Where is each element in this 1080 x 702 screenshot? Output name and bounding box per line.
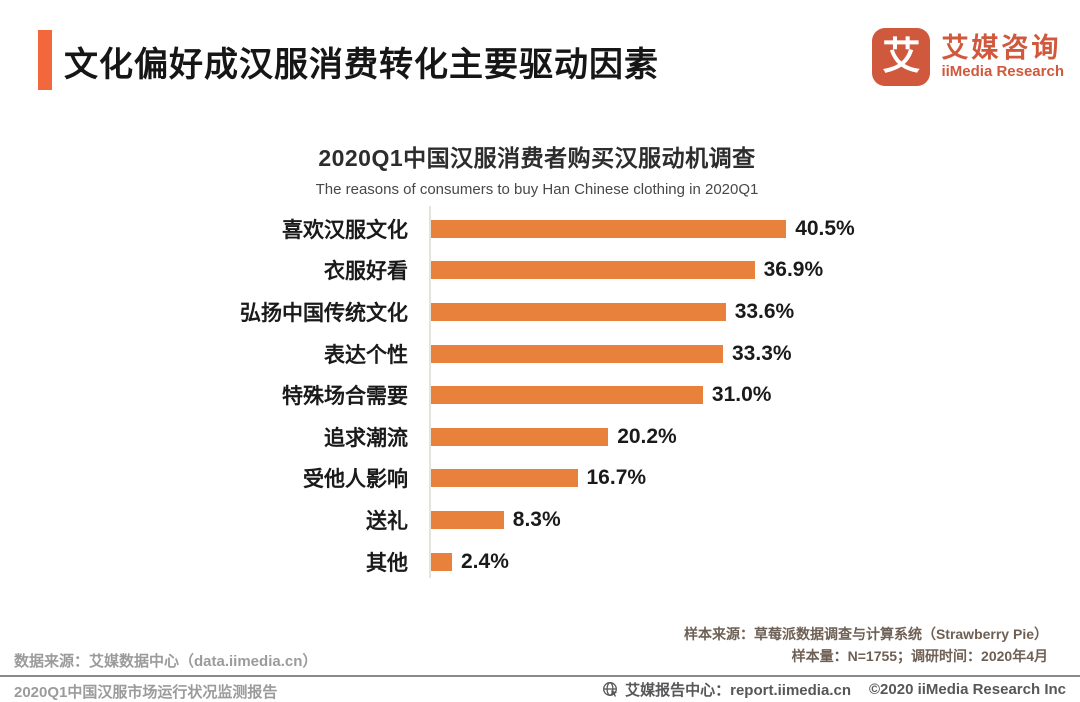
footer-report-title: 2020Q1中国汉服市场运行状况监测报告 xyxy=(14,684,278,701)
chart-row: 特殊场合需要 31.0% xyxy=(0,374,1080,416)
category-label: 追求潮流 xyxy=(324,426,408,450)
sample-notes: 样本来源：草莓派数据调查与计算系统（Strawberry Pie） 样本量：N=… xyxy=(684,623,1048,667)
bar xyxy=(431,469,578,488)
category-label: 受他人影响 xyxy=(303,468,408,492)
logo-name-cn: 艾媒咨询 xyxy=(941,33,1062,63)
footer-report-center: 艾媒报告中心：report.iimedia.cn xyxy=(625,682,851,699)
bar xyxy=(431,552,452,571)
iimedia-logo: 艾 艾媒咨询 iiMedia Research xyxy=(872,28,1064,86)
bar xyxy=(431,302,726,321)
page-title: 文化偏好成汉服消费转化主要驱动因素 xyxy=(64,46,659,84)
footer-info: 艾媒报告中心：report.iimedia.cn ©2020 iiMedia R… xyxy=(602,679,1066,700)
logo-name-en: iiMedia Research xyxy=(941,63,1064,80)
category-label: 弘扬中国传统文化 xyxy=(240,301,408,325)
y-axis-line xyxy=(429,206,431,578)
bar-chart: 喜欢汉服文化 40.5% 衣服好看 36.9% 弘扬中国传统文化 33.6% 表达个性 33.… xyxy=(0,208,1080,582)
iimedia-logo-icon: 艾 xyxy=(872,28,931,86)
sample-source-note: 样本来源：草莓派数据调查与计算系统（Strawberry Pie） xyxy=(683,626,1048,642)
bar xyxy=(431,261,755,280)
chart-row: 衣服好看 36.9% xyxy=(0,250,1080,292)
category-label: 送礼 xyxy=(366,509,408,533)
sample-size-note: 样本量：N=1755；调研时间：2020年4月 xyxy=(791,648,1048,664)
chart-subtitle: The reasons of consumers to buy Han Chin… xyxy=(315,181,759,198)
data-source-note: 数据来源：艾媒数据中心（data.iimedia.cn） xyxy=(14,653,318,670)
globe-icon xyxy=(602,681,619,698)
bar xyxy=(431,344,723,363)
value-label: 36.9% xyxy=(763,258,824,282)
value-label: 40.5% xyxy=(795,216,855,240)
category-label: 喜欢汉服文化 xyxy=(282,218,408,242)
iimedia-logo-text: 艾媒咨询 iiMedia Research xyxy=(941,33,1064,81)
chart-row: 弘扬中国传统文化 33.6% xyxy=(0,291,1080,333)
chart-title: 2020Q1中国汉服消费者购买汉服动机调查 xyxy=(318,145,756,171)
category-label: 衣服好看 xyxy=(324,260,408,284)
value-label: 2.4% xyxy=(461,549,509,573)
value-label: 8.3% xyxy=(512,507,561,531)
value-label: 20.2% xyxy=(617,424,677,448)
chart-row: 表达个性 33.3% xyxy=(0,333,1080,375)
category-label: 表达个性 xyxy=(324,343,408,367)
bar xyxy=(431,510,504,529)
footer-divider xyxy=(0,675,1080,677)
category-label: 特殊场合需要 xyxy=(282,385,408,409)
chart-row: 追求潮流 20.2% xyxy=(0,416,1080,458)
title-accent-bar xyxy=(38,30,52,90)
bar xyxy=(431,219,787,238)
chart-row: 其他 2.4% xyxy=(0,541,1080,583)
chart-row: 送礼 8.3% xyxy=(0,499,1080,541)
category-label: 其他 xyxy=(366,551,408,575)
bar xyxy=(431,427,609,446)
chart-row: 受他人影响 16.7% xyxy=(0,458,1080,500)
bar xyxy=(431,386,703,405)
value-label: 33.6% xyxy=(734,299,795,323)
value-label: 31.0% xyxy=(711,383,772,407)
value-label: 33.3% xyxy=(732,341,792,365)
value-label: 16.7% xyxy=(586,466,647,490)
footer-copyright: ©2020 iiMedia Research Inc xyxy=(869,681,1066,698)
chart-row: 喜欢汉服文化 40.5% xyxy=(0,208,1080,250)
